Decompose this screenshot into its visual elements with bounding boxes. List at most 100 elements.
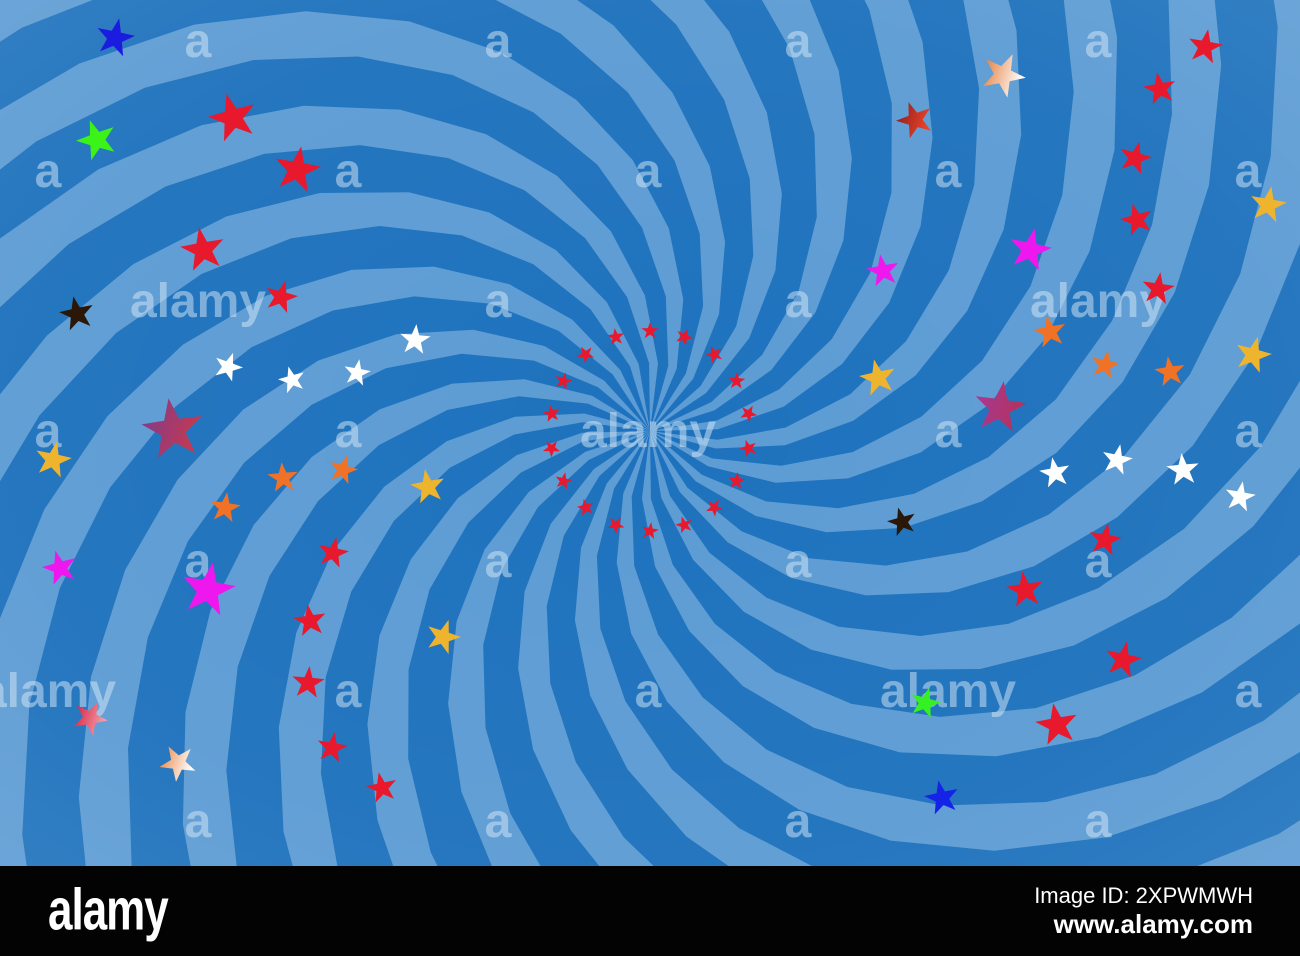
image-id-text: Image ID: 2XPWMWH <box>1034 883 1253 908</box>
artwork-area: a a a a a a a a a alamy a a alamy a a alamy a a a a a a alamy a… <box>0 0 1300 866</box>
a-watermark-text: a <box>1235 405 1262 458</box>
a-watermark-text: a <box>785 15 812 68</box>
star <box>1142 272 1175 304</box>
a-watermark-text: a <box>1235 665 1262 718</box>
ring-star <box>555 372 573 390</box>
ring-star <box>642 522 659 539</box>
star <box>76 120 115 161</box>
star <box>278 366 304 394</box>
star <box>42 550 76 585</box>
ring-star <box>555 472 573 490</box>
star <box>317 732 348 763</box>
gradient-star <box>159 746 196 782</box>
star <box>1006 571 1043 607</box>
star <box>410 469 444 504</box>
ring-star <box>705 346 722 364</box>
ring-star <box>542 441 560 458</box>
a-watermark-text: a <box>485 275 512 328</box>
a-watermark-text: a <box>185 795 212 848</box>
a-watermark-text: a <box>935 145 962 198</box>
star <box>859 359 895 396</box>
star <box>924 780 958 815</box>
a-watermark-text: a <box>1235 145 1262 198</box>
star <box>1120 141 1152 174</box>
a-watermark-text: a <box>785 275 812 328</box>
a-watermark-text: a <box>485 15 512 68</box>
a-watermark-text: a <box>485 535 512 588</box>
scattered-stars <box>36 18 1287 815</box>
star <box>267 462 298 492</box>
star <box>210 492 241 523</box>
a-watermark-text: a <box>1085 795 1112 848</box>
star <box>1251 186 1287 223</box>
star <box>97 18 135 57</box>
ring-star <box>577 346 595 364</box>
gradient-star <box>982 54 1026 98</box>
ring-star <box>576 498 594 516</box>
footer-text-block: Image ID: 2XPWMWH www.alamy.com <box>1034 883 1253 939</box>
a-watermark-text: a <box>935 405 962 458</box>
star <box>36 441 72 478</box>
swirl-stars-illustration: a a a a a a a a a alamy a a alamy a a alamy a a a a a a alamy a… <box>0 0 1300 866</box>
ring-star <box>641 322 659 339</box>
star <box>866 254 898 287</box>
star <box>1092 350 1120 379</box>
ring-star <box>676 328 694 346</box>
star <box>1010 228 1052 271</box>
star <box>344 359 371 386</box>
star <box>183 562 236 616</box>
star <box>1143 72 1175 105</box>
star <box>215 352 243 382</box>
watermark-grid: a a a a a a a a a alamy a a alamy a a alamy a a a a a a alamy a… <box>0 15 1262 848</box>
star <box>1225 481 1256 512</box>
star <box>266 280 298 313</box>
alamy-watermark-text: alamy <box>130 275 266 328</box>
vignette-overlay <box>0 0 1300 866</box>
ring-star <box>607 328 624 345</box>
star <box>400 324 431 354</box>
star <box>1106 641 1142 678</box>
ring-star <box>740 405 758 423</box>
ring-star <box>728 472 746 489</box>
star <box>1189 29 1223 64</box>
red-star-ring <box>542 322 758 539</box>
star <box>1154 356 1185 387</box>
gradient-star <box>975 381 1027 432</box>
star <box>208 93 254 142</box>
star <box>293 604 326 636</box>
star <box>1120 203 1152 236</box>
a-watermark-text: a <box>335 405 362 458</box>
star <box>1033 315 1065 348</box>
gradient-star <box>141 398 202 459</box>
a-watermark-text: a <box>335 665 362 718</box>
a-watermark-text: a <box>785 795 812 848</box>
a-watermark-text: a <box>635 145 662 198</box>
alamy-logo: alamy <box>48 878 169 943</box>
watermark-footer-bar: alamy Image ID: 2XPWMWH www.alamy.com <box>0 866 1300 956</box>
a-watermark-text: a <box>1085 15 1112 68</box>
ring-star <box>607 517 625 534</box>
star <box>1039 457 1070 488</box>
a-watermark-text: a <box>635 665 662 718</box>
star <box>1166 453 1199 485</box>
gradient-star <box>896 102 931 139</box>
ring-star <box>739 439 756 457</box>
ring-star <box>706 499 723 517</box>
star <box>319 537 349 568</box>
star <box>292 666 325 698</box>
ring-star <box>728 372 746 389</box>
star <box>275 146 321 192</box>
star <box>1103 444 1133 475</box>
star <box>366 772 396 803</box>
a-watermark-text: a <box>35 145 62 198</box>
star <box>330 455 358 484</box>
star <box>1237 336 1272 373</box>
star <box>428 619 461 655</box>
alamy-watermark-text: alamy <box>880 665 1016 718</box>
alamy-watermark-text: alamy <box>580 405 716 458</box>
ring-star <box>542 404 560 422</box>
star <box>1035 703 1077 745</box>
star <box>887 507 915 536</box>
star <box>1090 523 1122 556</box>
